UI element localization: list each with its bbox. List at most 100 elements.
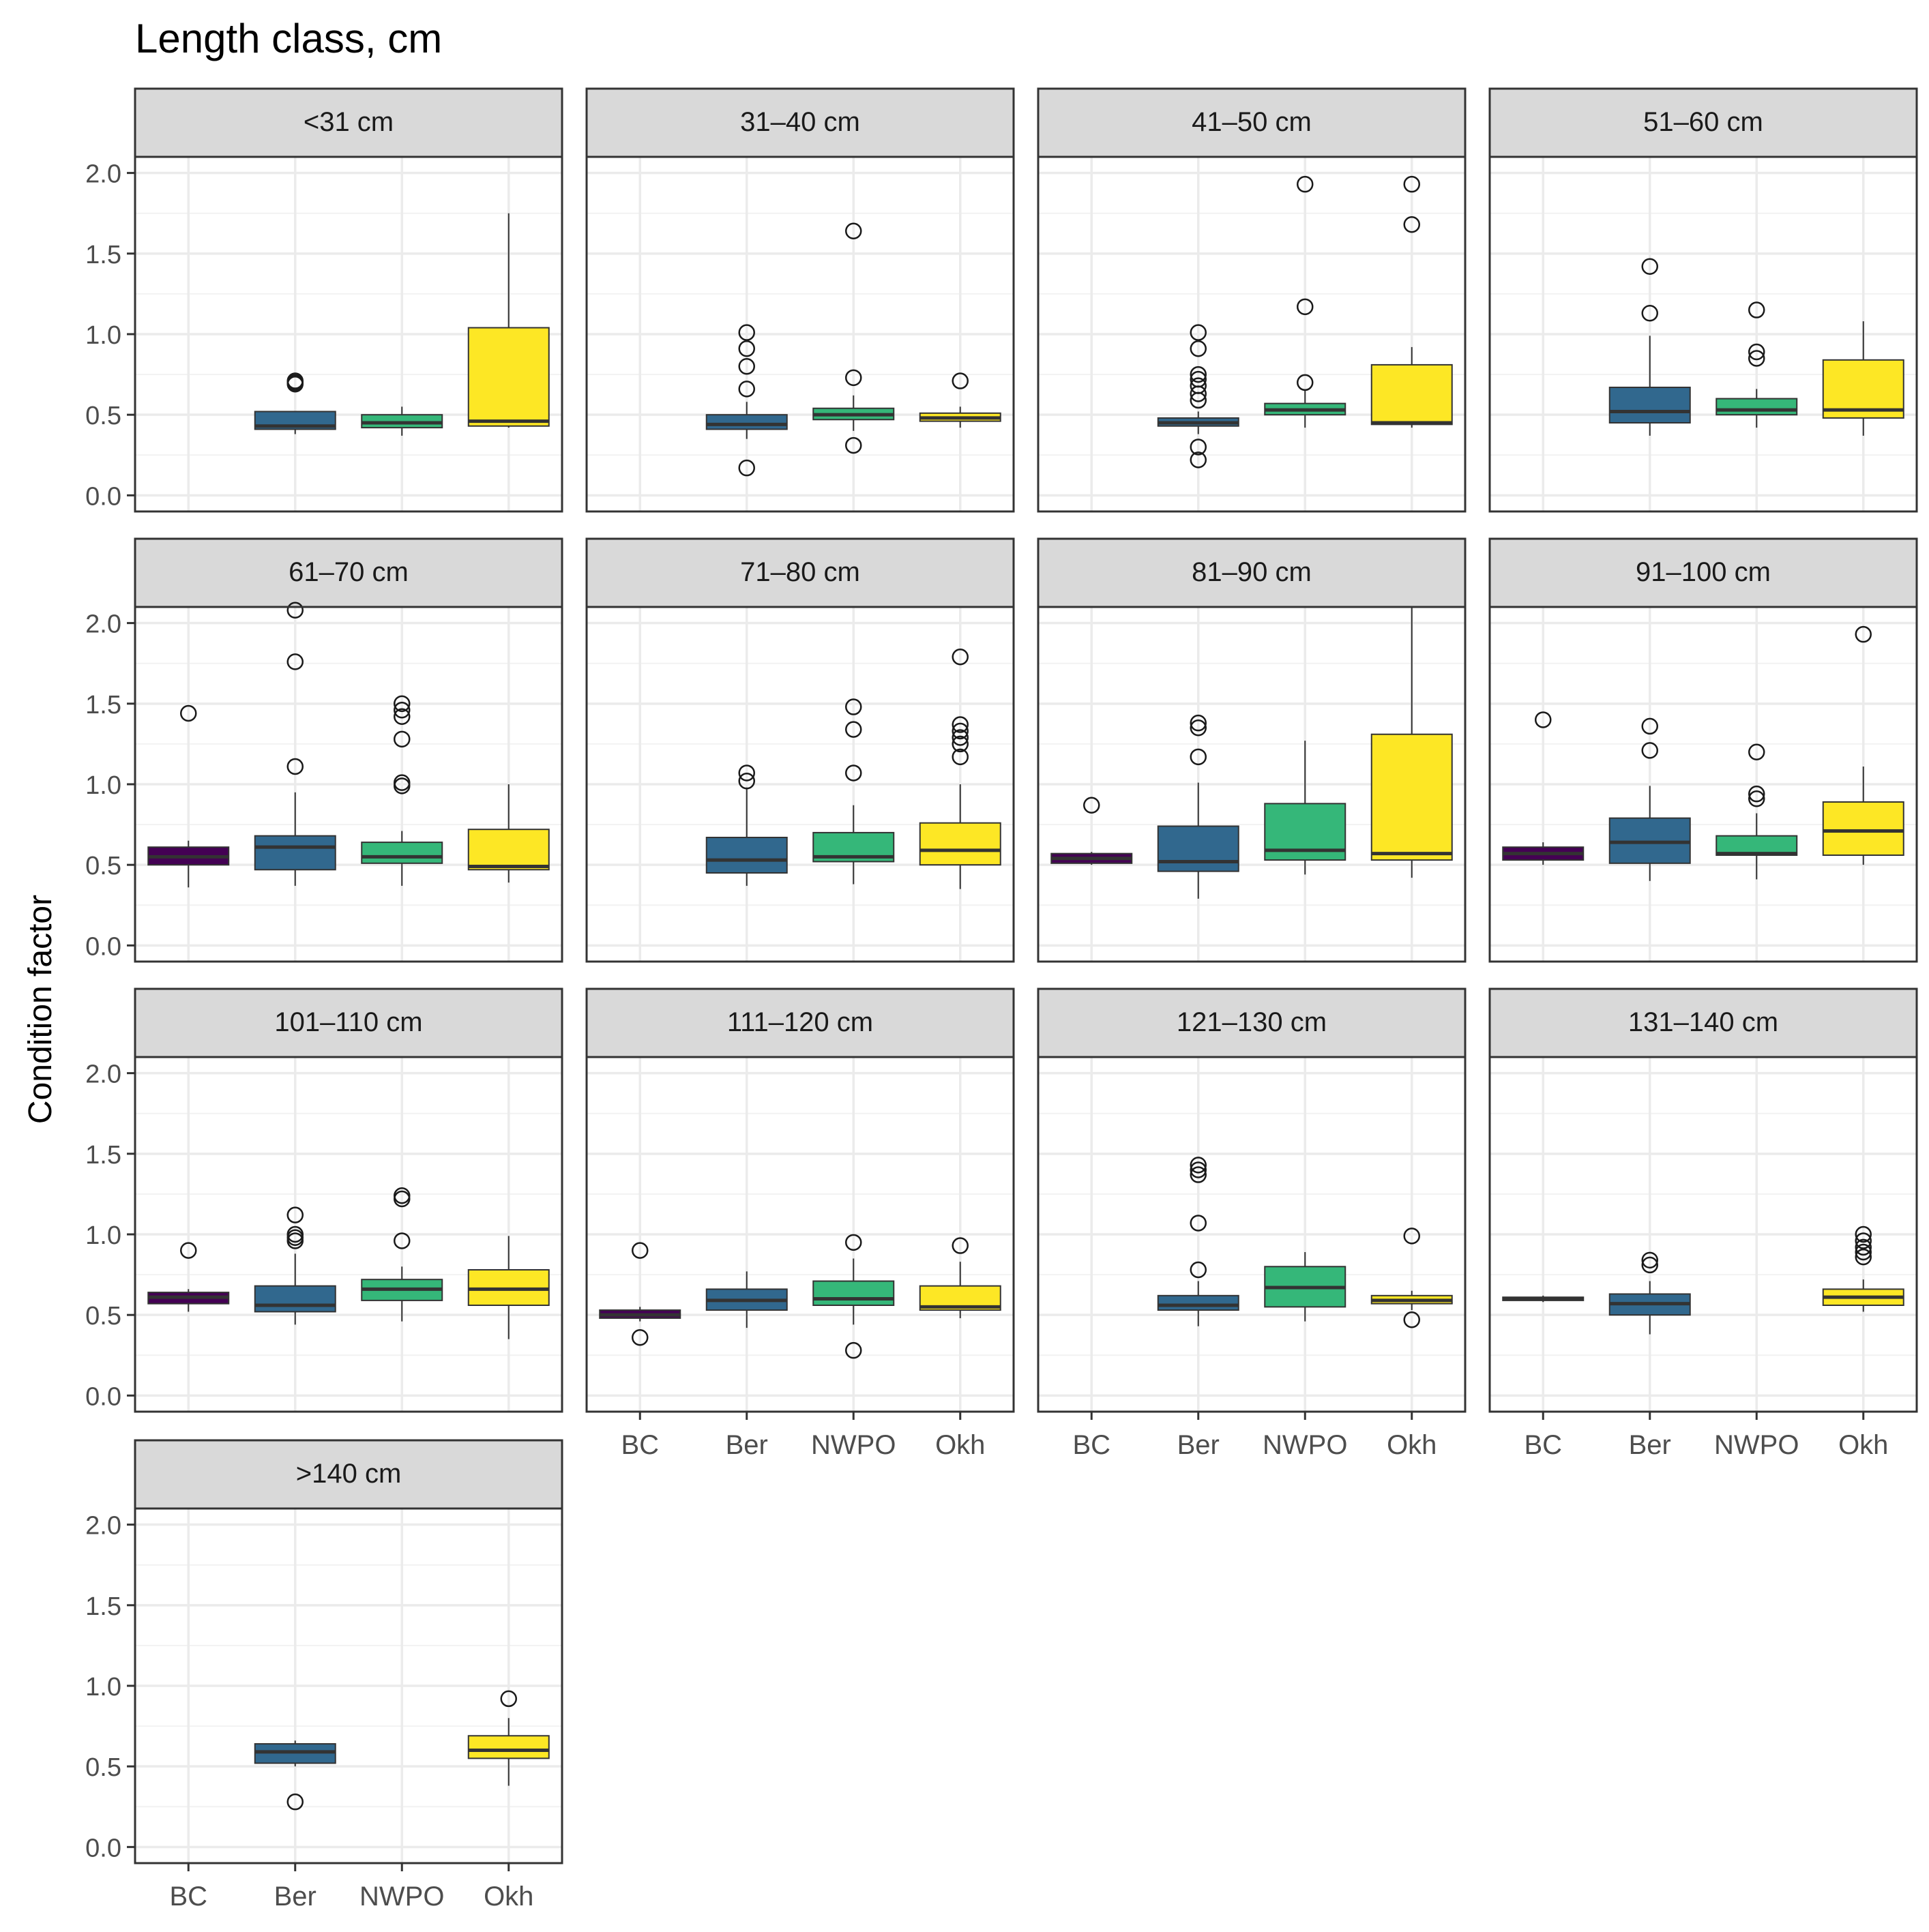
x-tick-label: BC [621, 1430, 659, 1460]
x-tick-label: Ber [726, 1430, 768, 1460]
facet-strip [134, 87, 563, 158]
outlier-point [1855, 1225, 1872, 1243]
y-tick-label: 1.5 [85, 1592, 121, 1621]
outlier-point [394, 777, 411, 794]
panel-border [1488, 606, 1918, 963]
x-tick-label: Ber [1629, 1430, 1671, 1460]
y-tick-label: 1.5 [85, 1141, 121, 1170]
box-okh [1822, 801, 1904, 856]
outlier-point [845, 1341, 862, 1359]
outlier-point [1403, 1311, 1420, 1328]
outlier-point [1748, 743, 1765, 760]
panel-border [1037, 1056, 1467, 1413]
x-tick-label: NWPO [1714, 1430, 1799, 1460]
outlier-point [394, 1190, 411, 1208]
facet-strip [1037, 987, 1467, 1058]
outlier-point [738, 764, 755, 782]
panel-border [585, 606, 1015, 963]
outlier-point [632, 1242, 649, 1259]
outlier-point [180, 704, 197, 722]
y-tick-label: 1.0 [85, 321, 121, 350]
y-tick-label: 1.5 [85, 241, 121, 269]
facet-strip [1037, 537, 1467, 608]
y-tick-label: 0.5 [85, 1302, 121, 1331]
outlier-point [845, 764, 862, 782]
outlier-point [286, 1206, 304, 1223]
outlier-point [1190, 366, 1207, 383]
outlier-point [952, 649, 969, 666]
panel-border [585, 1056, 1015, 1413]
outlier-point [1190, 1215, 1207, 1232]
outlier-point [1641, 1251, 1658, 1269]
outlier-point [1190, 391, 1207, 409]
outlier-point [1190, 1157, 1207, 1174]
outlier-point [1855, 1238, 1872, 1256]
outlier-point [1083, 797, 1100, 814]
outlier-point [1641, 258, 1658, 275]
outlier-point [1641, 1256, 1658, 1274]
facet-strip [134, 537, 563, 608]
outlier-point [394, 708, 411, 725]
outlier-point [1190, 385, 1207, 402]
outlier-point [1190, 1166, 1207, 1183]
outlier-point [952, 748, 969, 766]
outlier-point [1403, 1228, 1420, 1245]
y-tick-label: 2.0 [85, 1060, 121, 1089]
box-okh [467, 327, 550, 427]
outlier-point [394, 702, 411, 719]
outlier-point [845, 698, 862, 715]
box-ber [254, 835, 336, 871]
outlier-point [180, 1242, 197, 1259]
outlier-point [952, 372, 969, 389]
y-tick-label: 2.0 [85, 160, 121, 189]
outlier-point [1748, 790, 1765, 807]
y-tick-label: 0.5 [85, 402, 121, 430]
box-ber [1608, 387, 1691, 423]
outlier-point [845, 721, 862, 738]
outlier-point [1403, 216, 1420, 233]
facet-strip [1037, 87, 1467, 158]
outlier-point [845, 1234, 862, 1251]
outlier-point [1748, 301, 1765, 318]
y-axis-title: Condition factor [23, 895, 59, 1124]
outlier-point [738, 340, 755, 357]
facet-label: 31–40 cm [740, 107, 860, 137]
panel-border [1037, 155, 1467, 513]
outlier-point [394, 695, 411, 713]
y-tick-label: 0.5 [85, 852, 121, 880]
y-tick-label: 0.0 [85, 1834, 121, 1862]
x-tick-label: Okh [935, 1430, 985, 1460]
outlier-point [394, 730, 411, 748]
facet-label: 131–140 cm [1628, 1007, 1778, 1037]
outlier-point [1403, 175, 1420, 193]
y-tick-label: 0.5 [85, 1753, 121, 1782]
box-ber [705, 414, 788, 430]
chart-title: Length class, cm [135, 16, 443, 61]
outlier-point [1190, 714, 1207, 732]
box-ber [1157, 1294, 1239, 1311]
outlier-point [286, 1793, 304, 1811]
outlier-point [286, 653, 304, 670]
y-tick-label: 1.0 [85, 1221, 121, 1250]
outlier-point [952, 722, 969, 740]
outlier-point [1748, 350, 1765, 367]
outlier-point [1190, 439, 1207, 456]
y-tick-label: 1.0 [85, 1673, 121, 1701]
outlier-point [1641, 742, 1658, 759]
box-nwpo [812, 1280, 895, 1306]
panel-border [1488, 1056, 1918, 1413]
x-tick-label: NWPO [811, 1430, 896, 1460]
x-tick-label: Okh [1387, 1430, 1437, 1460]
facet-label: 111–120 cm [727, 1007, 873, 1037]
x-tick-label: BC [1524, 1430, 1562, 1460]
outlier-point [952, 729, 969, 746]
outlier-point [1641, 305, 1658, 322]
facet-label: 71–80 cm [740, 557, 860, 587]
facet-label: 101–110 cm [274, 1007, 422, 1037]
outlier-point [1190, 451, 1207, 469]
outlier-point [952, 735, 969, 753]
outlier-point [845, 222, 862, 239]
x-tick-label: BC [169, 1882, 207, 1912]
